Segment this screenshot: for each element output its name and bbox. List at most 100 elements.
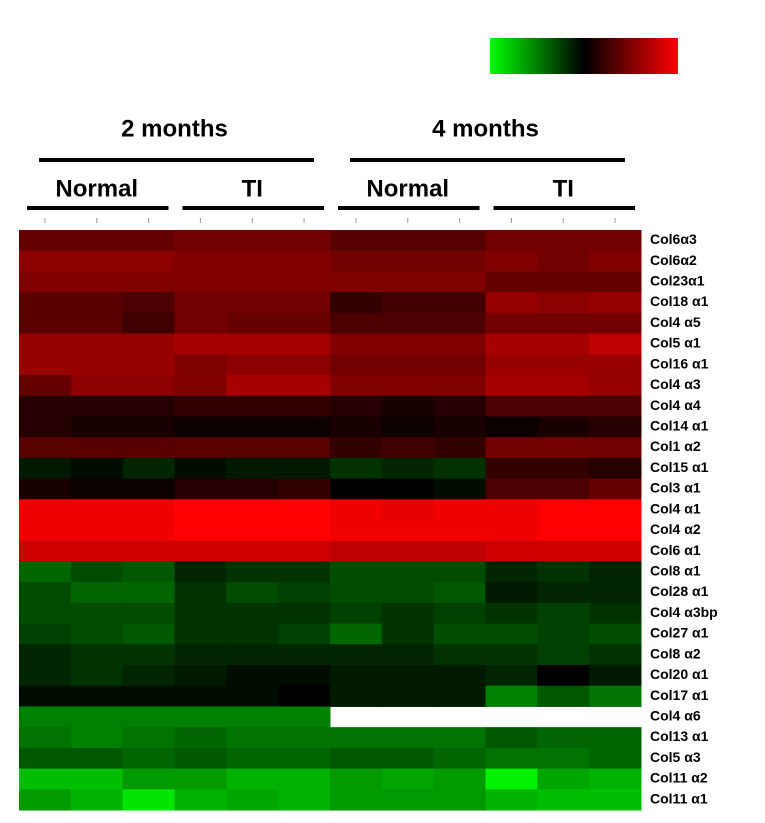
heatmap-cell — [330, 602, 383, 625]
heatmap-cell — [122, 520, 175, 542]
heatmap-cell — [174, 602, 227, 625]
heatmap-cell — [381, 768, 435, 790]
heatmap-cell — [330, 457, 383, 480]
row-label: Col4 α5 — [650, 314, 701, 330]
heatmap-cell — [278, 747, 331, 770]
heatmap-cell — [174, 499, 227, 521]
heatmap-cell — [381, 727, 435, 749]
heatmap-cell — [278, 230, 331, 252]
heatmap-cell — [226, 685, 279, 707]
heatmap-cell — [589, 561, 642, 583]
row-label: Col23α1 — [650, 272, 705, 288]
heatmap-cell — [70, 437, 124, 459]
heatmap-cell — [226, 478, 279, 500]
heatmap-cell — [19, 271, 72, 293]
subgroup-label: Normal — [366, 175, 449, 202]
heatmap-cell — [537, 457, 590, 480]
heatmap-cell — [278, 520, 331, 542]
heatmap-cell — [122, 416, 175, 438]
heatmap-cell — [226, 644, 279, 666]
heatmap-cell — [70, 602, 124, 625]
heatmap-cell — [122, 665, 175, 687]
heatmap-cell — [589, 520, 642, 542]
heatmap-cell — [589, 499, 642, 521]
heatmap-cell — [122, 644, 175, 666]
heatmap-cell — [19, 292, 72, 314]
heatmap-cell — [278, 416, 331, 438]
heatmap-cell — [537, 395, 590, 417]
heatmap-cell — [19, 623, 72, 645]
heatmap-cell — [537, 375, 590, 397]
row-label: Col4 α2 — [650, 521, 701, 537]
heatmap-cell — [330, 623, 383, 645]
heatmap-cell — [381, 437, 435, 459]
heatmap-cell — [70, 271, 124, 293]
heatmap-cell — [226, 333, 279, 355]
heatmap-cell — [330, 727, 383, 749]
heatmap-cell — [433, 582, 486, 604]
heatmap-cell — [278, 685, 331, 707]
heatmap-cell — [122, 789, 175, 811]
heatmap-cell — [174, 747, 227, 770]
heatmap-cell — [174, 395, 227, 417]
heatmap-cell — [433, 478, 486, 500]
heatmap-cell — [174, 416, 227, 438]
row-label: Col5 α1 — [650, 335, 701, 351]
heatmap-cell — [278, 706, 331, 728]
heatmap-cell — [278, 644, 331, 666]
row-label: Col8 α1 — [650, 562, 701, 578]
row-label: Col4 α6 — [650, 707, 701, 723]
heatmap-cell — [433, 623, 486, 645]
heatmap-cell — [122, 582, 175, 604]
row-label: Col3 α1 — [650, 480, 701, 496]
row-label: Col13 α1 — [650, 728, 709, 744]
heatmap-cell — [330, 375, 383, 397]
heatmap-cell — [485, 250, 538, 272]
heatmap-cell — [174, 520, 227, 542]
heatmap-cell — [330, 292, 383, 314]
heatmap-cell — [537, 333, 590, 355]
heatmap-cell — [226, 602, 279, 625]
heatmap-cell — [70, 416, 124, 438]
heatmap-cell — [70, 727, 124, 749]
row-label: Col4 α3 — [650, 376, 701, 392]
row-label: Col4 α4 — [650, 397, 701, 413]
heatmap-cell — [122, 375, 175, 397]
heatmap-cell — [485, 478, 538, 500]
heatmap-cell — [537, 312, 590, 335]
heatmap-cell — [19, 602, 72, 625]
heatmap-cell — [19, 499, 72, 521]
row-label: Col11 α1 — [650, 790, 708, 806]
heatmap-cell — [19, 768, 72, 790]
heatmap-cell — [19, 540, 72, 562]
heatmap-cell — [19, 582, 72, 604]
heatmap-cell — [537, 230, 590, 252]
heatmap-cell — [174, 561, 227, 583]
heatmap-cell — [589, 230, 642, 252]
heatmap-cell — [70, 706, 124, 728]
heatmap-cell — [330, 250, 383, 272]
heatmap-cell — [122, 437, 175, 459]
heatmap-cell — [485, 582, 538, 604]
heatmap-cell — [537, 789, 590, 811]
heatmap-cell — [330, 582, 383, 604]
heatmap-cell — [122, 292, 175, 314]
heatmap-cell — [174, 230, 227, 252]
heatmap-cell — [433, 375, 486, 397]
heatmap-cell — [330, 312, 383, 335]
heatmap-cell — [589, 789, 642, 811]
heatmap-cell — [381, 665, 435, 687]
heatmap-cell — [330, 747, 383, 770]
heatmap-cell — [226, 727, 279, 749]
heatmap-cell — [330, 354, 383, 376]
heatmap-cell — [278, 312, 331, 335]
heatmap-cell — [381, 333, 435, 355]
heatmap-cell — [330, 520, 383, 542]
heatmap-cell — [278, 665, 331, 687]
heatmap-cell — [433, 395, 486, 417]
heatmap-cell — [433, 312, 486, 335]
row-label: Col8 α2 — [650, 645, 701, 661]
heatmap-cell — [122, 561, 175, 583]
heatmap-cell — [19, 789, 72, 811]
heatmap-cell — [381, 582, 435, 604]
